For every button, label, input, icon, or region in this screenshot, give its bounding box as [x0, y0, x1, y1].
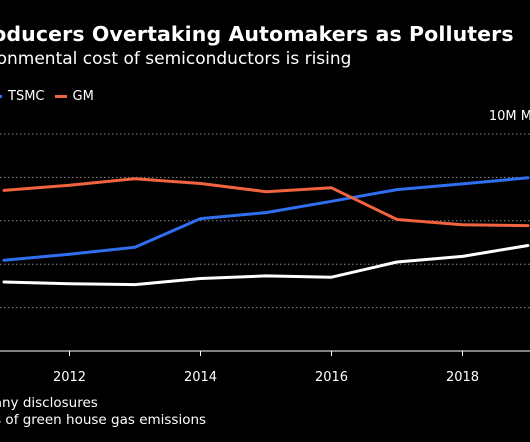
chart-title: roducers Overtaking Automakers as Pollut…: [0, 22, 514, 46]
legend-item-gm: GM: [54, 88, 94, 104]
unit-label: 10M Me: [488, 109, 530, 124]
series-line-gm: [2, 177, 530, 228]
x-tick-label-2012: 2012: [53, 370, 86, 385]
x-tick-label-2018: 2018: [446, 370, 479, 385]
chart-subtitle: ronmental cost of semiconductors is risi…: [0, 49, 352, 69]
legend-item-tsmc: TSMC: [0, 89, 45, 104]
series-line-unlabeled: [2, 244, 530, 287]
series-line-tsmc: [2, 176, 530, 262]
legend-label-tsmc: TSMC: [8, 88, 45, 104]
legend: TSMC GM: [0, 86, 104, 106]
x-tick-label-2016: 2016: [315, 370, 348, 385]
x-tick-label-2014: 2014: [184, 370, 217, 385]
legend-swatch-tsmc: [0, 94, 2, 98]
legend-swatch-gm: [54, 94, 67, 98]
legend-label-gm: GM: [72, 88, 94, 104]
source-note: mpany disclosures: [0, 395, 98, 411]
units-note: tons of green house gas emissions: [0, 412, 207, 428]
